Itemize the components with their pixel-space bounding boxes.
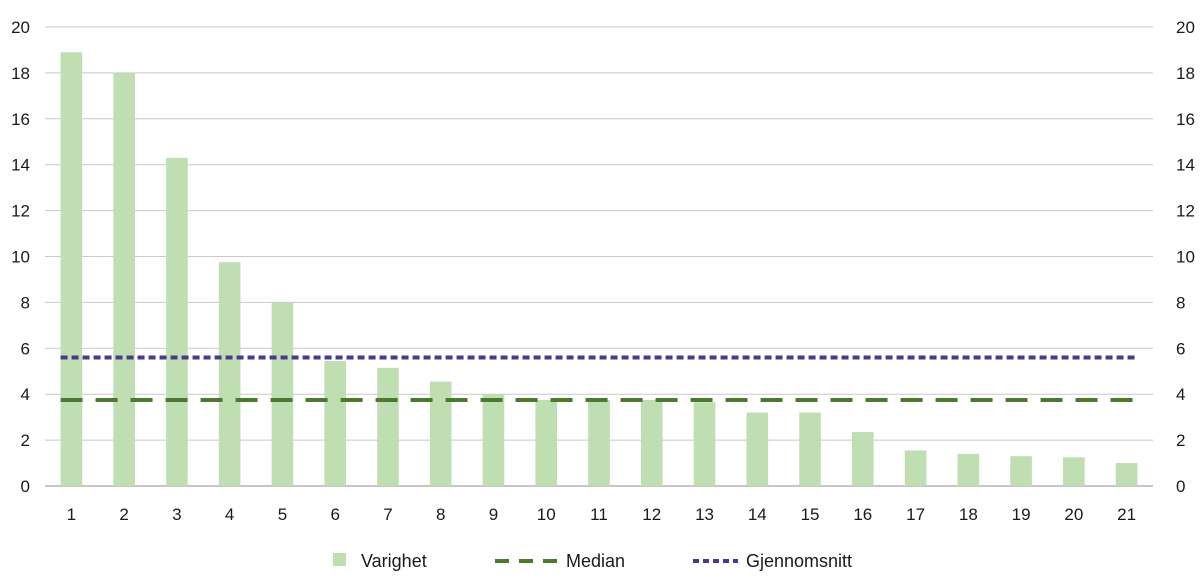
bar-varighet [799, 412, 821, 486]
x-tick-label: 2 [119, 505, 128, 524]
bar-varighet [324, 360, 347, 486]
y-axis-left: 0 2 4 6 8 10 12 14 16 18 20 [11, 18, 30, 496]
legend-swatch-varighet [333, 553, 346, 566]
x-tick-label: 6 [330, 505, 339, 524]
x-tick-label: 14 [748, 505, 767, 524]
bar-varighet [1115, 463, 1138, 486]
y-tick-label-left: 2 [21, 431, 30, 450]
x-tick-label: 20 [1064, 505, 1083, 524]
y-tick-label-left: 14 [11, 156, 30, 175]
x-tick-label: 8 [436, 505, 445, 524]
bar-varighet [693, 402, 716, 486]
bar-varighet [535, 399, 558, 486]
x-tick-label: 4 [225, 505, 234, 524]
y-tick-label-left: 0 [21, 477, 30, 496]
bar-varighet [957, 453, 980, 486]
x-tick-label: 12 [642, 505, 661, 524]
x-tick-label: 19 [1012, 505, 1031, 524]
x-tick-label: 10 [537, 505, 556, 524]
bar-series [60, 52, 1138, 487]
bar-varighet [640, 399, 663, 486]
y-tick-label-right: 18 [1176, 64, 1195, 83]
legend-label-median: Median [566, 551, 625, 571]
reference-lines [60, 355, 1138, 402]
bar-varighet [429, 381, 452, 486]
bar-varighet [218, 262, 241, 486]
legend: Varighet Median Gjennomsnitt [333, 551, 852, 571]
x-tick-label: 7 [383, 505, 392, 524]
y-tick-label-left: 18 [11, 64, 30, 83]
legend-label-gjennomsnitt: Gjennomsnitt [746, 551, 852, 571]
y-tick-label-left: 6 [21, 339, 30, 358]
bar-varighet [851, 432, 874, 486]
bar-varighet [904, 450, 927, 486]
x-axis: 1 2 3 4 5 6 7 8 9 10 11 12 13 14 15 16 17 18 19 20 21 [67, 505, 1136, 524]
y-tick-label-left: 16 [11, 110, 30, 129]
y-tick-label-right: 12 [1176, 202, 1195, 221]
x-tick-label: 3 [172, 505, 181, 524]
y-tick-label-right: 14 [1176, 156, 1195, 175]
y-tick-label-left: 10 [11, 248, 30, 267]
y-tick-label-right: 20 [1176, 18, 1195, 37]
x-tick-label: 18 [959, 505, 978, 524]
y-tick-label-left: 4 [21, 385, 30, 404]
bar-varighet [113, 72, 135, 487]
bar-varighet [1010, 456, 1032, 486]
bar-varighet [588, 399, 610, 486]
bar-varighet [482, 394, 505, 486]
y-tick-label-right: 6 [1176, 339, 1185, 358]
y-tick-label-left: 8 [21, 293, 30, 312]
x-tick-label: 21 [1117, 505, 1136, 524]
y-tick-label-right: 8 [1176, 293, 1185, 312]
y-axis-right: 0 2 4 6 8 10 12 14 16 18 20 [1176, 18, 1195, 496]
x-tick-label: 13 [695, 505, 714, 524]
y-tick-label-left: 12 [11, 202, 30, 221]
x-tick-label: 9 [489, 505, 498, 524]
x-tick-label: 15 [801, 505, 820, 524]
x-tick-label: 16 [853, 505, 872, 524]
x-tick-label: 11 [590, 505, 608, 524]
x-tick-label: 1 [67, 505, 76, 524]
y-tick-label-left: 20 [11, 18, 30, 37]
y-tick-label-right: 10 [1176, 248, 1195, 267]
bar-varighet [60, 52, 83, 487]
y-tick-label-right: 16 [1176, 110, 1195, 129]
x-tick-label: 17 [906, 505, 925, 524]
bar-varighet [746, 412, 769, 486]
y-tick-label-right: 4 [1176, 385, 1185, 404]
y-tick-label-right: 2 [1176, 431, 1185, 450]
bar-varighet [1063, 457, 1085, 486]
bar-varighet [377, 367, 399, 486]
y-tick-label-right: 0 [1176, 477, 1185, 496]
legend-label-varighet: Varighet [361, 551, 427, 571]
bar-varighet [166, 157, 188, 486]
x-tick-label: 5 [278, 505, 287, 524]
bar-varighet [271, 302, 294, 486]
